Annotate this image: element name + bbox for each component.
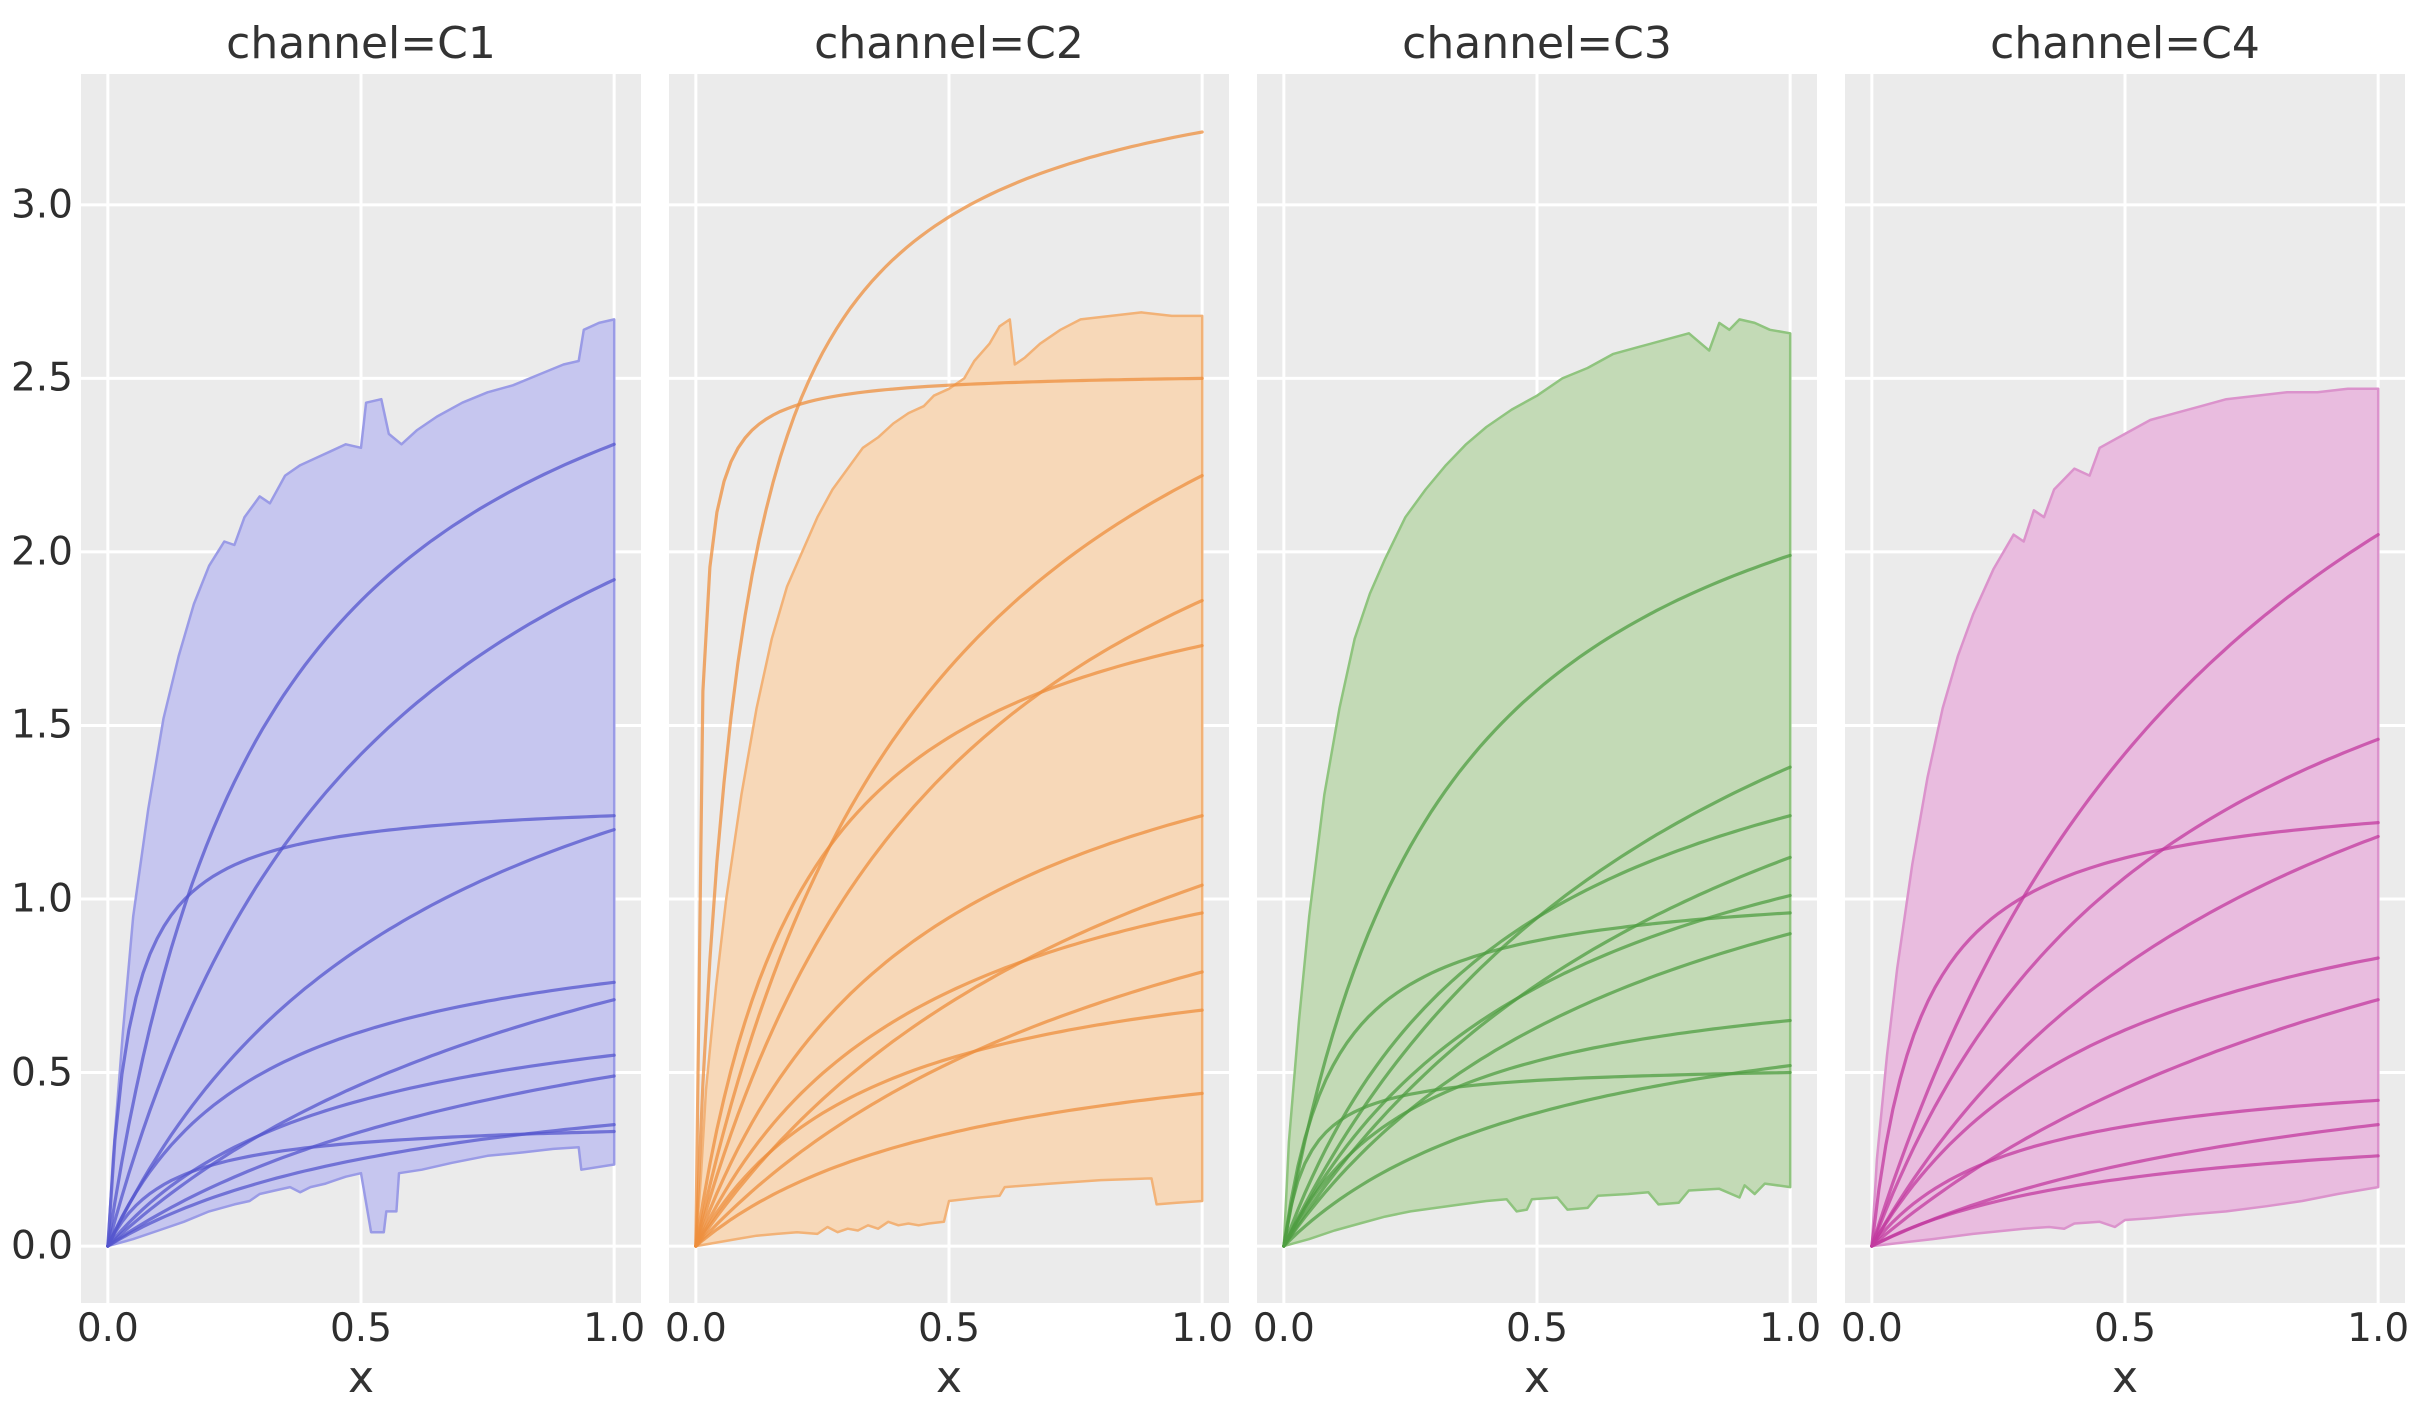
- y-tick-label: 0.0: [10, 1223, 73, 1269]
- trend-curve: [1282, 932, 1792, 1248]
- trend-curve: [694, 883, 1204, 1248]
- x-axis-label: x: [2111, 1352, 2139, 1403]
- trend-curve: [694, 1091, 1204, 1248]
- x-tick-label: 1.0: [1759, 1306, 1822, 1351]
- trend-curve: [1870, 956, 2380, 1248]
- trend-curve: [694, 970, 1204, 1248]
- trend-curve: [1282, 1070, 1792, 1248]
- y-tick-label: 0.5: [10, 1050, 73, 1096]
- trend-curve: [106, 442, 616, 1248]
- x-tick-label: 0.5: [1505, 1306, 1569, 1351]
- trend-curve: [694, 130, 1204, 1248]
- trend-curve: [1870, 821, 2380, 1248]
- x-tick-label: 0.5: [2093, 1306, 2157, 1351]
- trend-curve: [106, 1074, 616, 1248]
- trend-curve: [1282, 814, 1792, 1248]
- panel-title: channel=C1: [226, 18, 496, 69]
- trend-curve: [1870, 834, 2380, 1248]
- x-axis-label: x: [1523, 1352, 1551, 1403]
- x-tick-label: 0.0: [664, 1306, 727, 1351]
- facet-panel-c1: [81, 74, 641, 1303]
- x-axis-label: x: [935, 1352, 963, 1403]
- trend-curve: [1282, 553, 1792, 1248]
- trend-curve: [106, 998, 616, 1248]
- panel-title: channel=C4: [1990, 18, 2260, 69]
- trend-curve: [694, 814, 1204, 1248]
- trend-curve: [694, 1008, 1204, 1248]
- panel-title: channel=C3: [1402, 18, 1672, 69]
- trend-curve: [694, 598, 1204, 1248]
- uncertainty-band: [1282, 318, 1792, 1248]
- x-tick-label: 1.0: [583, 1306, 646, 1351]
- y-tick-label: 3.0: [10, 182, 73, 228]
- x-tick-label: 0.0: [1840, 1306, 1903, 1351]
- trend-curve: [1870, 1154, 2380, 1248]
- x-tick-label: 0.0: [76, 1306, 139, 1351]
- x-tick-label: 0.5: [329, 1306, 393, 1351]
- x-axis-label: x: [347, 1352, 375, 1403]
- trend-curve: [694, 644, 1204, 1248]
- trend-curve: [1282, 911, 1792, 1248]
- trend-curve: [694, 376, 1204, 1248]
- panel-title: channel=C2: [814, 18, 1084, 69]
- trend-curve: [694, 474, 1204, 1248]
- x-tick-label: 1.0: [1171, 1306, 1234, 1351]
- uncertainty-band: [1870, 387, 2380, 1248]
- facet-panel-c2: [669, 74, 1229, 1303]
- trend-curve: [106, 980, 616, 1248]
- trend-curve: [1282, 855, 1792, 1248]
- facet-panel-c4: [1845, 74, 2405, 1303]
- trend-curve: [694, 911, 1204, 1248]
- y-tick-label: 2.5: [10, 355, 73, 401]
- trend-curve: [106, 814, 616, 1248]
- y-tick-label: 1.0: [10, 876, 73, 922]
- trend-curve: [106, 1129, 616, 1248]
- trend-curve: [1282, 1064, 1792, 1248]
- trend-curve: [106, 578, 616, 1248]
- x-tick-label: 0.5: [917, 1306, 981, 1351]
- x-tick-label: 0.0: [1252, 1306, 1315, 1351]
- uncertainty-band: [106, 318, 616, 1248]
- trend-curve: [1870, 533, 2380, 1248]
- trend-curve: [1870, 737, 2380, 1248]
- trend-curve: [1870, 1098, 2380, 1248]
- trend-curve: [1282, 1018, 1792, 1248]
- trend-curve: [1870, 998, 2380, 1248]
- trend-curve: [106, 828, 616, 1248]
- facet-panel-c3: [1257, 74, 1817, 1303]
- y-tick-label: 2.0: [10, 529, 73, 575]
- y-tick-label: 1.5: [10, 702, 73, 748]
- x-tick-label: 1.0: [2347, 1306, 2410, 1351]
